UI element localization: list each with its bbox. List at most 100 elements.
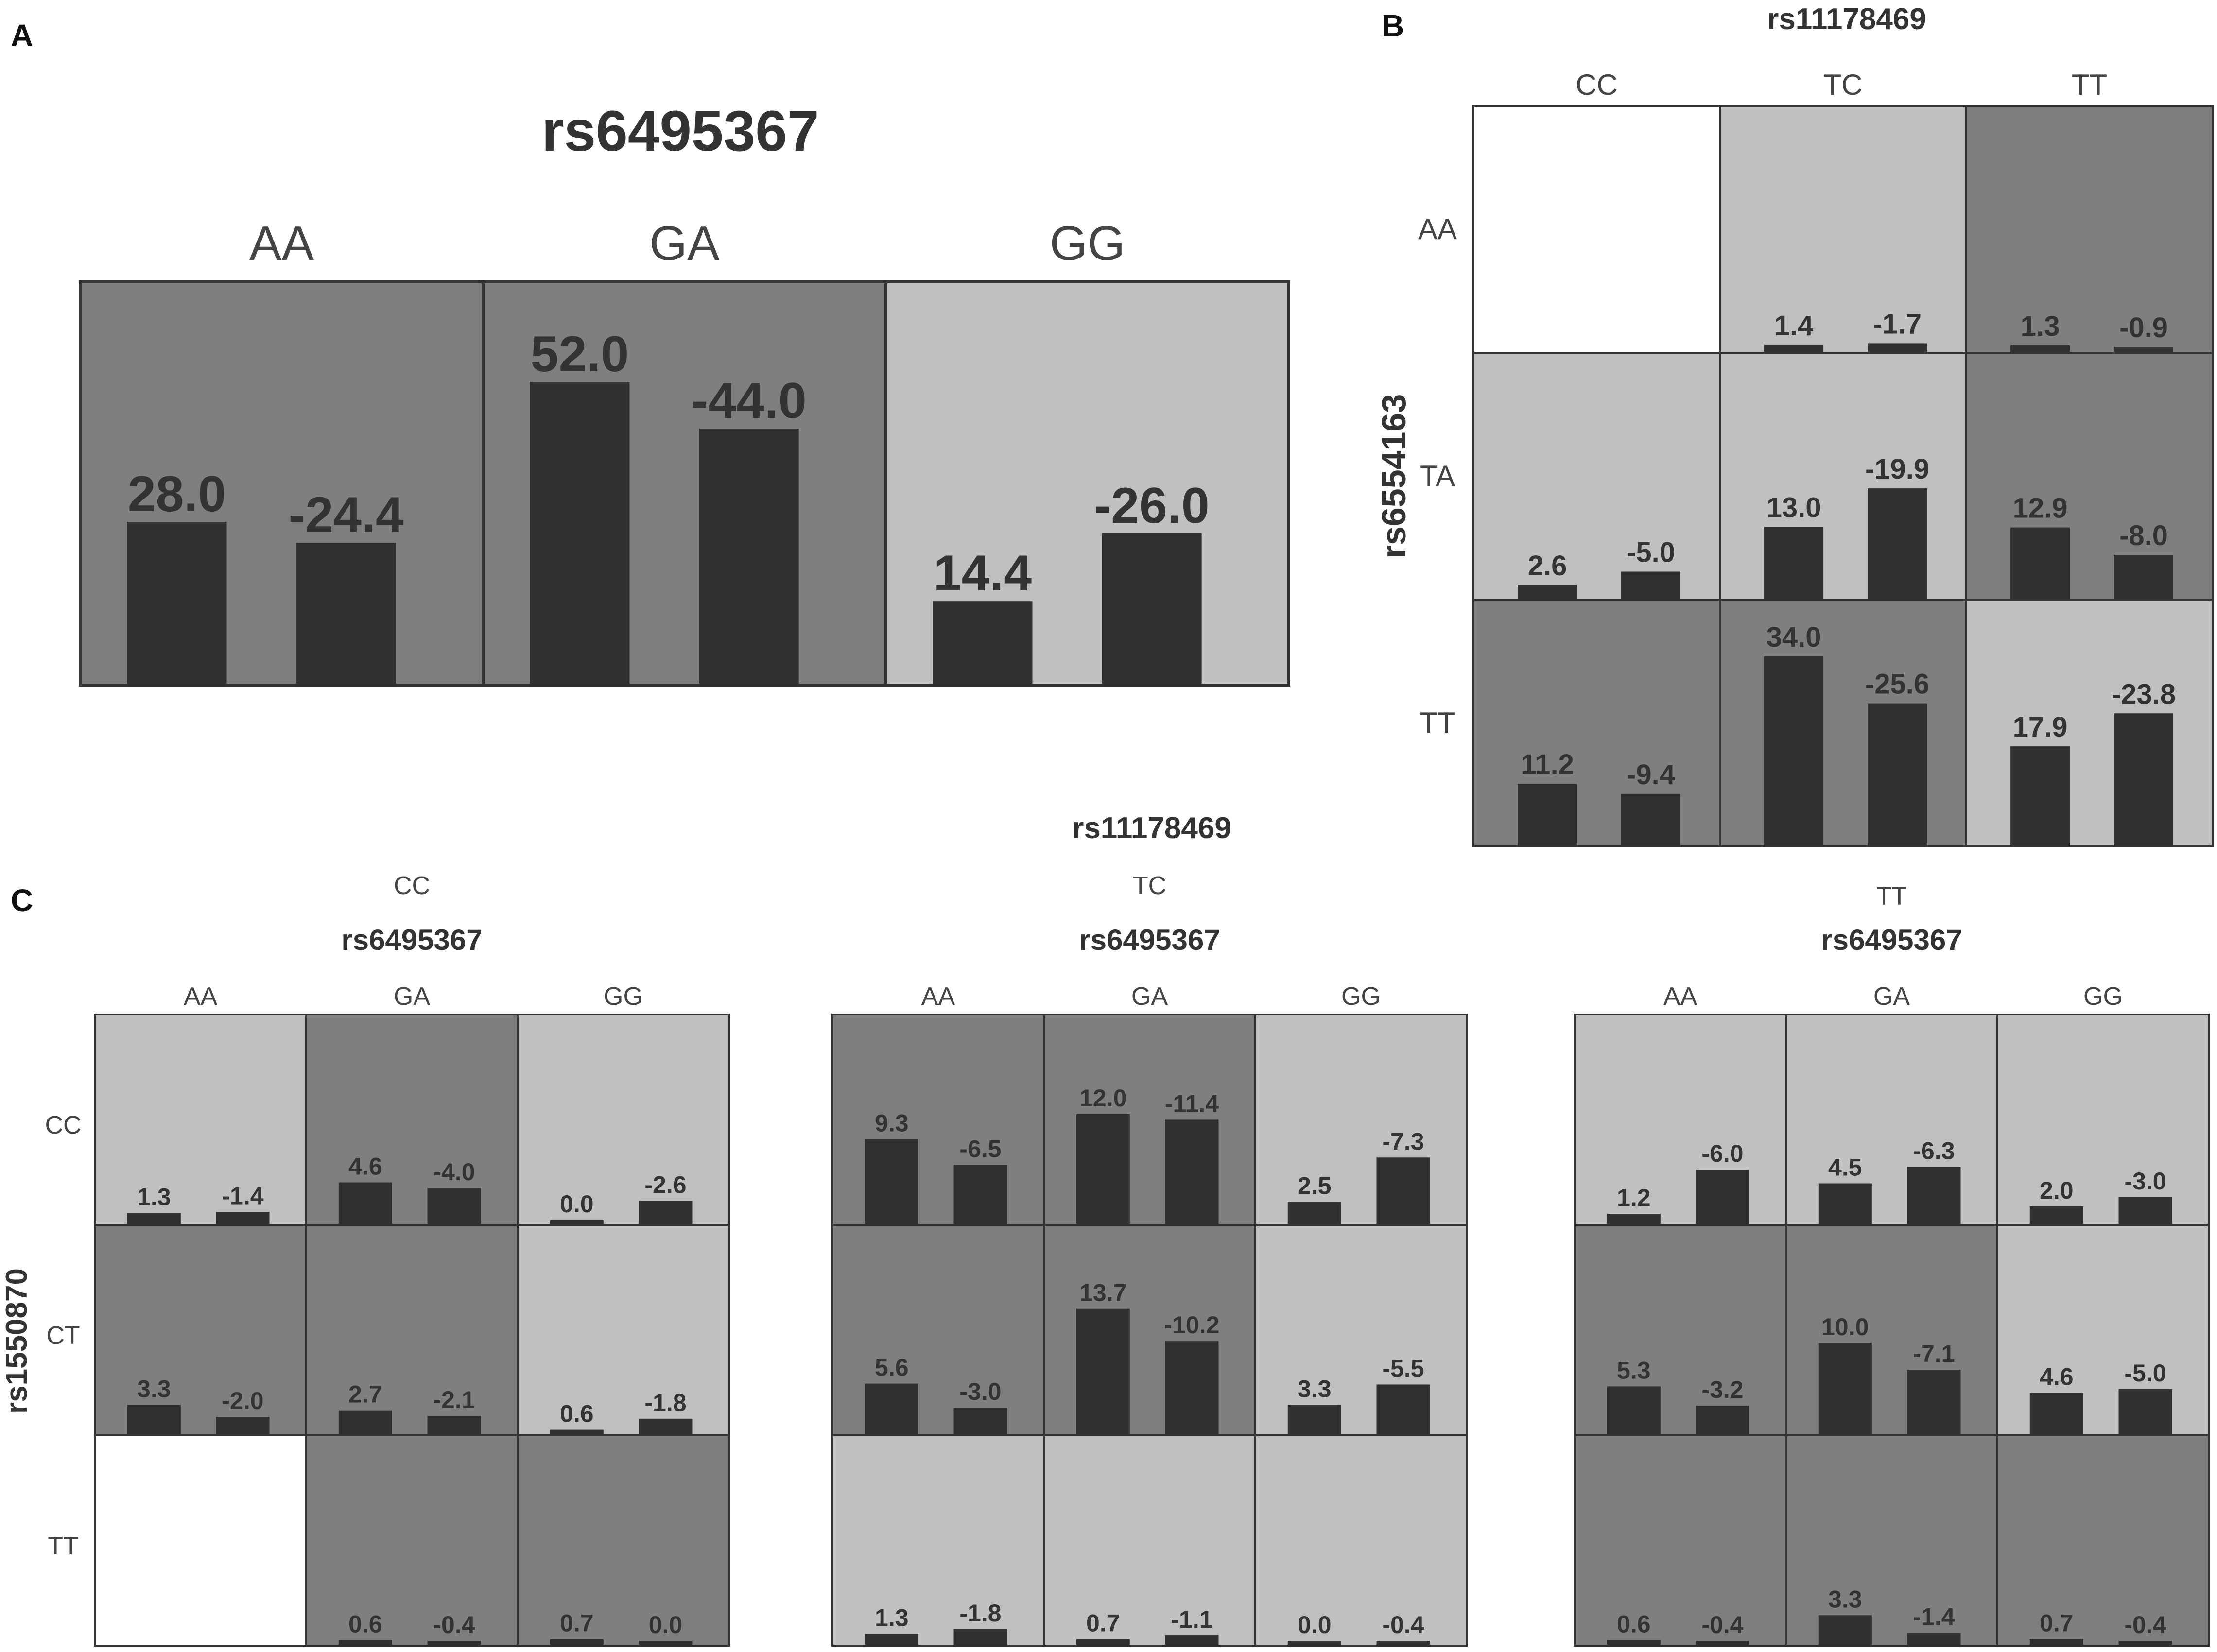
control-bar <box>953 1165 1007 1225</box>
case-value-label: 4.5 <box>1828 1154 1862 1181</box>
case-bar <box>933 601 1033 685</box>
cell-background <box>1785 1434 1998 1647</box>
cell-background <box>517 1224 730 1436</box>
grid-cell <box>1472 105 1721 354</box>
case-value-label: 0.7 <box>2040 1610 2074 1637</box>
control-value-label: -6.3 <box>1913 1137 1955 1164</box>
control-bar <box>1868 488 1927 600</box>
control-value-label: -4.0 <box>433 1158 475 1186</box>
panel-c-group-label: CC <box>394 872 430 900</box>
control-value-label: -1.1 <box>1171 1606 1212 1633</box>
case-bar <box>2010 527 2070 600</box>
control-bar <box>216 1417 270 1435</box>
case-bar <box>2010 345 2070 353</box>
case-bar <box>550 1639 604 1646</box>
cell-background <box>831 1434 1045 1647</box>
grid-cell: 3.3 -1.4 <box>1785 1434 1998 1647</box>
control-value-label: -9.4 <box>1627 759 1675 791</box>
grid-cell: 4.6 -4.0 <box>305 1014 519 1226</box>
grid-cell: 2.7 -2.1 <box>305 1224 519 1436</box>
case-bar <box>2029 1206 2083 1225</box>
grid-cell: 13.0 -19.9 <box>1719 352 1967 601</box>
control-value-label: -0.4 <box>2124 1611 2166 1638</box>
cell-background <box>1574 1014 1787 1226</box>
grid-cell: 3.3 -5.5 <box>1254 1224 1468 1436</box>
case-value-label: 5.6 <box>875 1354 909 1381</box>
panel-a-column-label: AA <box>249 216 314 271</box>
control-bar <box>1376 1641 1430 1646</box>
control-bar <box>1165 1635 1219 1646</box>
case-bar <box>550 1220 604 1225</box>
case-bar <box>1607 1214 1661 1225</box>
case-bar <box>865 1139 918 1225</box>
panel-c-column-label: AA <box>184 982 218 1011</box>
panel-c-group-label: TC <box>1133 872 1166 900</box>
control-value-label: -25.6 <box>1865 669 1929 700</box>
panel-c-column-label: GA <box>1131 982 1168 1011</box>
control-value-label: -6.5 <box>959 1136 1001 1163</box>
control-bar <box>1102 533 1202 685</box>
control-value-label: -44.0 <box>692 373 807 429</box>
control-value-label: -0.4 <box>1382 1611 1424 1638</box>
case-bar <box>865 1634 918 1646</box>
control-bar <box>699 429 799 685</box>
control-bar <box>427 1641 481 1646</box>
grid-cell: 28.0 -24.4 <box>79 280 485 687</box>
case-value-label: 3.3 <box>1828 1585 1862 1613</box>
cell-background <box>1472 105 1721 354</box>
panel-b-row-label: TT <box>1420 706 1455 739</box>
control-value-label: -24.4 <box>289 487 404 543</box>
case-value-label: 12.0 <box>1079 1084 1126 1112</box>
case-bar <box>1518 784 1577 846</box>
case-value-label: 0.7 <box>1086 1610 1120 1637</box>
control-value-label: -7.1 <box>1913 1340 1955 1367</box>
cell-background <box>1965 599 2214 847</box>
case-value-label: 2.5 <box>1298 1172 1332 1200</box>
cell-background <box>517 1434 730 1647</box>
panel-b-column-snp: rs11178469 <box>1767 2 1926 36</box>
case-value-label: 17.9 <box>2013 711 2068 743</box>
panel-c-row-label: CT <box>46 1322 80 1350</box>
case-value-label: 13.7 <box>1079 1279 1126 1307</box>
grid-cell: 0.7 0.0 <box>517 1434 730 1647</box>
panel-a-column-label: GA <box>649 216 720 271</box>
grid-cell: 2.0 -3.0 <box>1996 1014 2210 1226</box>
case-bar <box>2029 1393 2083 1435</box>
grid-cell: 52.0 -44.0 <box>482 280 887 687</box>
case-bar <box>127 1405 181 1435</box>
panel-letter-b: B <box>1382 8 1404 43</box>
control-bar <box>1696 1641 1749 1646</box>
control-value-label: -0.4 <box>1701 1611 1743 1638</box>
control-bar <box>1621 571 1681 600</box>
control-value-label: -23.8 <box>2112 678 2176 710</box>
grid-cell: 3.3 -2.0 <box>94 1224 307 1436</box>
case-value-label: 0.0 <box>560 1190 594 1218</box>
case-bar <box>1607 1640 1661 1646</box>
control-value-label: -11.4 <box>1165 1090 1219 1117</box>
grid-cell: 5.6 -3.0 <box>831 1224 1045 1436</box>
cell-background <box>1719 105 1967 354</box>
cell-background <box>1719 599 1967 847</box>
grid-cell: 5.3 -3.2 <box>1574 1224 1787 1436</box>
case-bar <box>1818 1615 1872 1646</box>
cell-background <box>1043 1014 1256 1226</box>
panel-c-row-label: CC <box>45 1111 81 1139</box>
control-bar <box>639 1641 693 1646</box>
control-bar <box>1907 1167 1961 1225</box>
panel-c-column-label: GG <box>604 982 643 1011</box>
grid-cell: 0.7 -0.4 <box>1996 1434 2210 1647</box>
case-value-label: 52.0 <box>531 326 629 382</box>
control-value-label: -7.3 <box>1382 1128 1424 1155</box>
cell-background <box>305 1014 519 1226</box>
case-value-label: 28.0 <box>128 466 226 522</box>
case-value-label: 2.6 <box>1528 550 1567 582</box>
grid-cell: 14.4 -26.0 <box>884 280 1290 687</box>
control-bar <box>216 1212 270 1225</box>
cell-background <box>517 1014 730 1226</box>
control-bar <box>639 1418 693 1435</box>
panel-letter-c: C <box>11 883 33 918</box>
control-value-label: -2.1 <box>433 1386 475 1413</box>
control-bar <box>1376 1384 1430 1435</box>
control-bar <box>427 1416 481 1435</box>
control-value-label: -5.5 <box>1382 1355 1424 1382</box>
